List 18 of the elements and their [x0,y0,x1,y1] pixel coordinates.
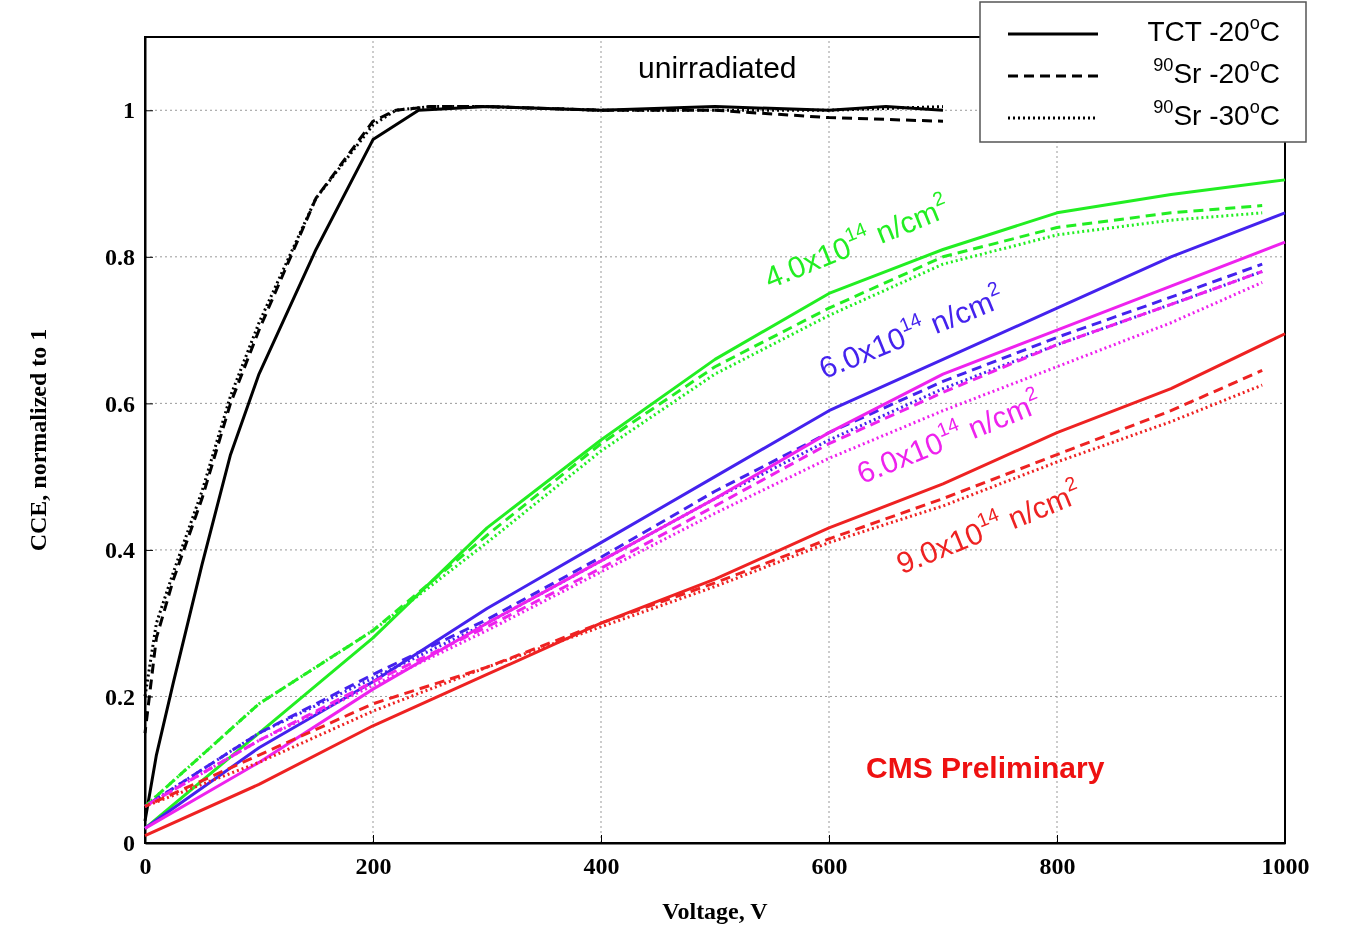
y-tick-label: 0.4 [105,537,135,564]
legend-label: $^{90}$Sr -30$^{o}$C [1153,96,1280,132]
x-tick-label: 400 [583,853,620,880]
x-tick-label: 800 [1039,853,1076,880]
x-axis-title: Voltage, V [662,898,769,924]
x-tick-label: 600 [811,853,848,880]
annotation: unirradiated [638,50,797,84]
x-tick-label: 1000 [1261,853,1310,880]
y-tick-label: 1 [123,97,135,124]
x-tick-label: 200 [355,853,392,880]
y-axis-title: CCE, normalized to 1 [25,328,51,552]
y-tick-label: 0 [123,830,135,857]
legend-label: TCT -20$^{o}$C [1147,12,1280,48]
y-tick-label: 0.8 [105,244,135,270]
annotation: CMS Preliminary [865,750,1105,784]
y-tick-label: 0.2 [105,683,135,710]
y-tick-label: 0.6 [105,390,135,417]
legend-label: $^{90}$Sr -20$^{o}$C [1153,54,1280,90]
